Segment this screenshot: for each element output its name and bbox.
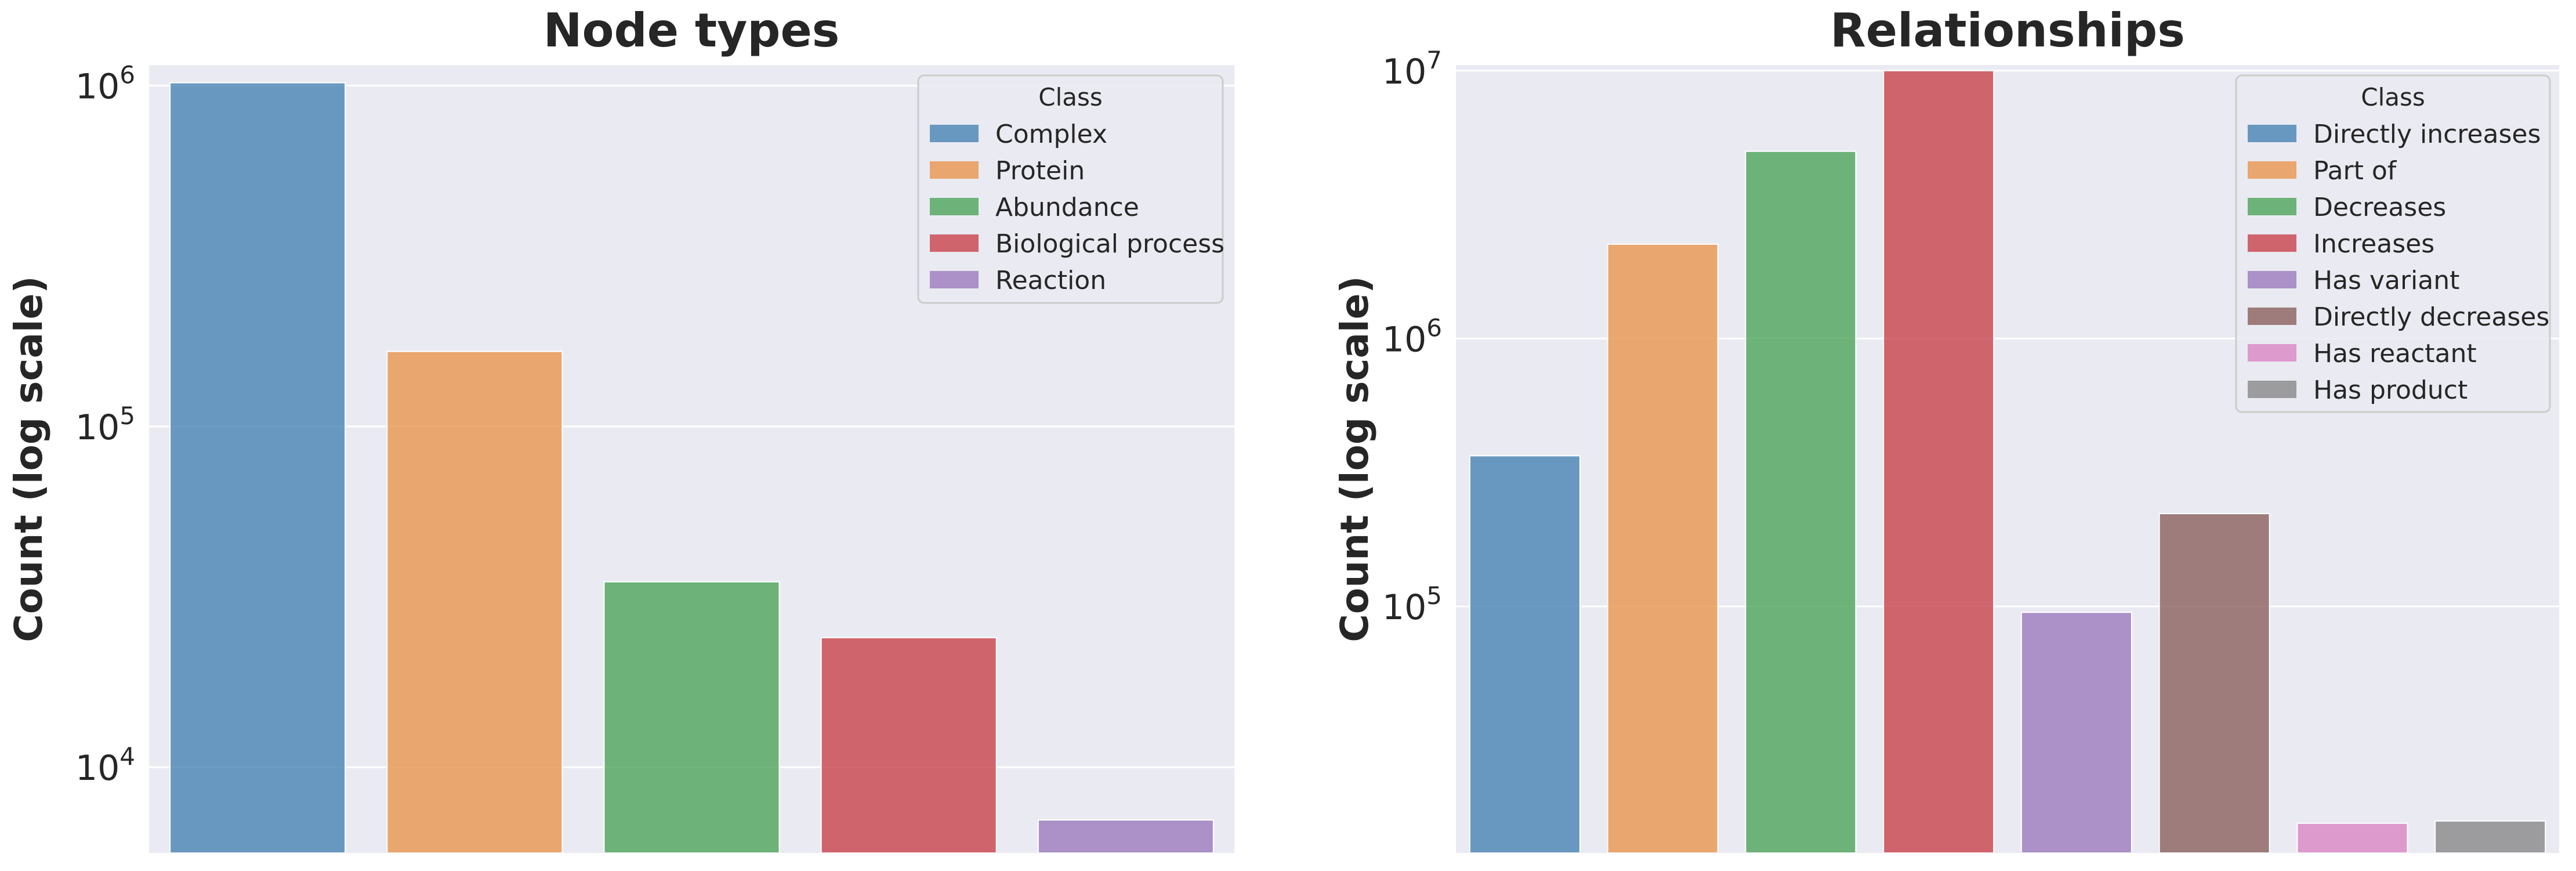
y-tick-label: 106 xyxy=(75,61,135,107)
chart-title: Node types xyxy=(544,3,840,57)
legend-swatch xyxy=(2248,234,2296,252)
chart-panel-2: 105 106 107 Relationships Count (log scale) C… xyxy=(1332,3,2559,854)
legend-swatch xyxy=(2248,271,2296,288)
legend-label: Has reactant xyxy=(2313,339,2477,368)
legend-swatch xyxy=(2248,344,2296,362)
legend-frame xyxy=(917,74,1224,304)
legend-label: Directly decreases xyxy=(2313,302,2549,332)
legend-swatch xyxy=(930,271,979,288)
legend-swatch xyxy=(2248,198,2296,215)
legend-label: Protein xyxy=(995,156,1085,186)
bar-protein xyxy=(386,350,563,854)
chart-title: Relationships xyxy=(1830,3,2185,57)
y-axis-label: Count (log scale) xyxy=(6,276,51,642)
bar-directly-decreases xyxy=(2158,513,2270,854)
bar-decreases xyxy=(1745,150,1857,854)
legend: Class Directly increases Part of Decreases I… xyxy=(2235,74,2551,413)
legend-swatch xyxy=(930,125,979,142)
legend-swatch xyxy=(930,234,979,252)
legend-title: Class xyxy=(2361,83,2425,111)
chart-panel-1: 104 105 106 Node types Count (log scale) Clas… xyxy=(6,3,1234,854)
bar-increases xyxy=(1883,70,1995,854)
y-axis-label: Count (log scale) xyxy=(1332,276,1377,642)
y-tick-label: 106 xyxy=(1382,313,1442,360)
legend-label: Decreases xyxy=(2313,193,2446,222)
legend-swatch xyxy=(930,198,979,215)
legend-label: Reaction xyxy=(995,266,1106,295)
bar-abundance xyxy=(603,581,780,854)
y-tick-label: 104 xyxy=(75,742,135,789)
legend-label: Abundance xyxy=(995,193,1139,222)
bar-reaction xyxy=(1037,819,1214,854)
y-tick-label: 105 xyxy=(75,402,135,448)
legend-frame xyxy=(2235,74,2551,413)
y-tick-label: 105 xyxy=(1382,581,1442,628)
legend-swatch xyxy=(930,161,979,179)
legend-label: Biological process xyxy=(995,229,1224,259)
legend-swatch xyxy=(2248,161,2296,179)
legend-label: Complex xyxy=(995,120,1107,149)
legend-swatch xyxy=(2248,125,2296,142)
bar-part-of xyxy=(1607,243,1719,854)
legend-label: Has product xyxy=(2313,375,2468,405)
legend-label: Increases xyxy=(2313,229,2434,259)
bar-directly-increases xyxy=(1469,455,1581,854)
legend-swatch xyxy=(2248,308,2296,325)
y-tick-label: 107 xyxy=(1382,46,1442,92)
bar-biological-process xyxy=(820,637,997,854)
legend-label: Has variant xyxy=(2313,266,2459,295)
legend: Class Complex Protein Abundance Biological p… xyxy=(917,74,1224,304)
legend-label: Directly increases xyxy=(2313,120,2541,149)
bar-complex xyxy=(169,82,346,854)
legend-swatch xyxy=(2248,381,2296,398)
legend-label: Part of xyxy=(2313,156,2397,186)
legend-title: Class xyxy=(1038,83,1103,111)
bar-has-product xyxy=(2434,820,2546,854)
bar-has-variant xyxy=(2020,612,2132,854)
bar-has-reactant xyxy=(2296,822,2408,854)
